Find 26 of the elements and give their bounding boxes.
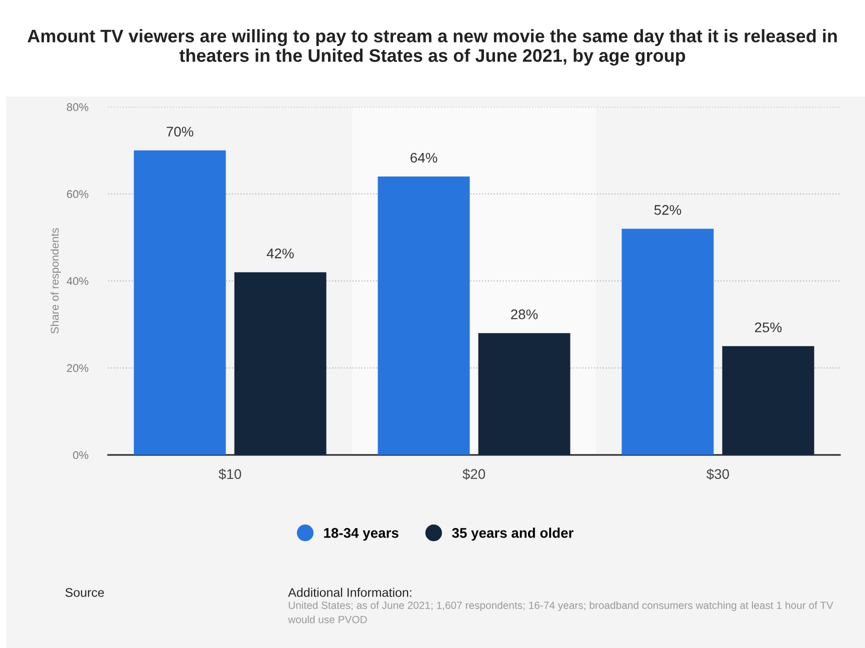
bar <box>722 346 814 455</box>
text: United States; as of June 2021; 1,607 respondents; 16-74 years; broadband consumers watching at least 1 hour of TV would use PVOD <box>288 601 834 624</box>
text: Source <box>65 588 104 597</box>
chart-title: Amount TV viewers are willing to pay to stream a new movie the same day that it is released in theaters in the United States as of June 2021, by age group <box>28 29 837 66</box>
legend-label: 35 years and older <box>452 528 574 541</box>
y-tick-label: 20% <box>67 364 88 372</box>
data-label: 70% <box>166 126 194 137</box>
y-axis-title: Share of respondents <box>50 228 61 334</box>
bar <box>622 228 714 455</box>
bar <box>134 150 226 455</box>
bar <box>234 272 326 455</box>
x-tick-label: $30 <box>706 468 729 480</box>
data-label: 42% <box>266 248 294 258</box>
data-label: 52% <box>654 205 682 215</box>
bar <box>478 333 570 455</box>
y-tick-label: 60% <box>67 190 88 198</box>
y-tick-label: 0% <box>73 451 88 460</box>
data-label: 25% <box>755 322 782 332</box>
x-tick-label: $20 <box>462 468 486 480</box>
y-tick-label: 80% <box>66 103 88 112</box>
data-label: 64% <box>410 152 438 163</box>
data-label: 28% <box>511 309 538 320</box>
text: Additional Information: <box>288 588 412 597</box>
legend-label: 18-34 years <box>324 528 398 541</box>
x-tick-label: $10 <box>218 468 242 480</box>
y-tick-label: 40% <box>66 277 88 286</box>
